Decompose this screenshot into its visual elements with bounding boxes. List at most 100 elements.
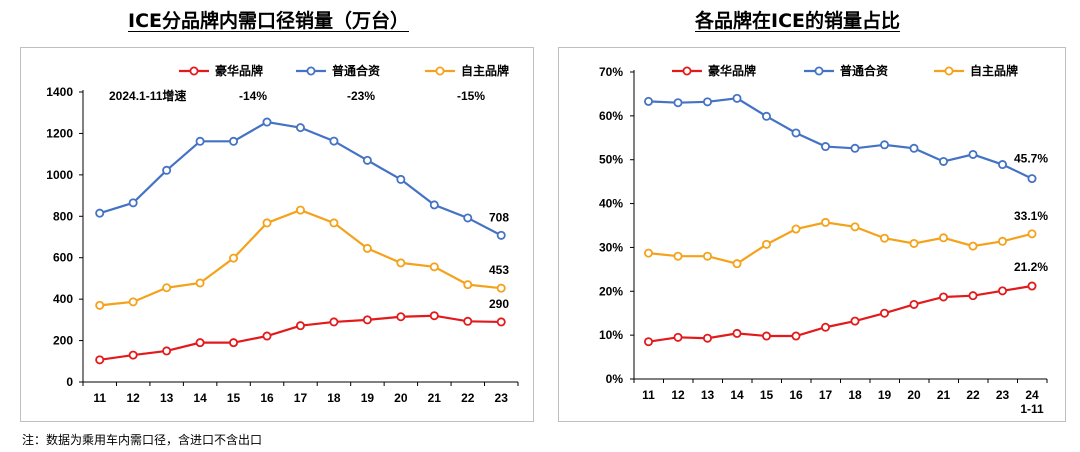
legend-swatch-marker: [814, 66, 824, 76]
data-point: [673, 98, 683, 108]
end-value-label: 21.2%: [1014, 260, 1048, 274]
y-tick-label: 1000: [46, 168, 73, 182]
legend-label: 自主品牌: [970, 63, 1018, 78]
x-tick-label: 12: [671, 388, 685, 402]
x-tick-label: 11: [93, 391, 106, 405]
data-point: [463, 316, 473, 326]
sales-volume-chart: 0 200 400 600 800 1000 1200 1400 11 12 13 14 15 16 17 1…: [46, 63, 519, 405]
data-point: [496, 283, 506, 293]
data-point: [195, 136, 205, 146]
legend-swatch-marker: [682, 66, 692, 76]
data-point: [162, 283, 172, 293]
end-value-label: 453: [489, 263, 509, 277]
data-point: [1027, 174, 1037, 184]
data-point: [463, 213, 473, 223]
data-point: [997, 286, 1007, 296]
data-point: [879, 140, 889, 150]
x-tick-label: 11: [642, 388, 655, 402]
data-point: [644, 337, 654, 347]
y-tick-label: 400: [53, 292, 73, 306]
y-tick-label: 70%: [599, 65, 623, 79]
data-point: [195, 338, 205, 348]
y-tick-label: 600: [53, 251, 73, 265]
sales-volume-chart-panel: 0 200 400 600 800 1000 1200 1400 11 12 13 14 15 16 17 1…: [20, 47, 534, 422]
data-point: [702, 97, 712, 107]
data-point: [195, 278, 205, 288]
data-point: [820, 142, 830, 152]
data-point: [128, 198, 138, 208]
data-point: [997, 236, 1007, 246]
x-tick-label: 12: [126, 391, 140, 405]
y-tick-label: 0%: [606, 372, 624, 386]
data-point: [820, 217, 830, 227]
data-point: [362, 315, 372, 325]
data-point: [95, 300, 105, 310]
x-tick-label: 20: [907, 388, 921, 402]
growth-annotation: -15%: [457, 89, 485, 103]
data-point: [732, 259, 742, 269]
data-point: [879, 308, 889, 318]
x-tick-label: 13: [701, 388, 715, 402]
data-point: [938, 233, 948, 243]
x-tick-label: 16: [789, 388, 803, 402]
data-point: [909, 143, 919, 153]
y-tick-label: 0: [66, 375, 73, 389]
data-point: [1027, 281, 1037, 291]
legend-swatch-marker: [944, 66, 954, 76]
y-tick-label: 1400: [46, 85, 73, 99]
data-point: [262, 331, 272, 341]
data-point: [262, 218, 272, 228]
legend-label: 豪华品牌: [215, 63, 263, 78]
data-point: [909, 238, 919, 248]
data-point: [229, 338, 239, 348]
y-tick-label: 800: [53, 209, 73, 223]
x-tick-label: 23: [996, 388, 1010, 402]
data-point: [128, 350, 138, 360]
x-tick-label: 17: [819, 388, 833, 402]
data-point: [879, 233, 889, 243]
end-value-label: 708: [489, 210, 509, 224]
x-tick-label: 18: [848, 388, 862, 402]
x-tick-label: 15: [760, 388, 774, 402]
data-point: [95, 355, 105, 365]
data-point: [396, 258, 406, 268]
x-tick-label: 18: [327, 391, 341, 405]
footnote: 注：数据为乘用车内需口径，含进口不含出口: [22, 433, 263, 447]
data-point: [295, 205, 305, 215]
x-tick-label: 22: [966, 388, 980, 402]
series-line-0: [648, 284, 1033, 343]
legend-swatch-marker: [435, 66, 445, 76]
data-point: [968, 149, 978, 159]
x-tick-label: 22: [461, 391, 475, 405]
y-tick-label: 30%: [599, 240, 623, 254]
x-tick-label: 19: [361, 391, 375, 405]
x-tick-label: 24 1-11: [1020, 388, 1044, 416]
data-point: [732, 93, 742, 103]
growth-annotation: -14%: [239, 89, 267, 103]
x-tick-label: 19: [878, 388, 892, 402]
data-point: [396, 174, 406, 184]
y-tick-label: 200: [53, 334, 73, 348]
x-tick-label: 14: [193, 391, 207, 405]
data-point: [429, 262, 439, 272]
x-tick-label: 16: [260, 391, 274, 405]
data-point: [429, 311, 439, 321]
data-point: [496, 230, 506, 240]
data-point: [997, 160, 1007, 170]
data-point: [850, 316, 860, 326]
data-point: [429, 200, 439, 210]
growth-annotation: 2024.1-11增速: [109, 88, 186, 103]
end-value-label: 290: [489, 297, 509, 311]
legend-swatch-marker: [306, 66, 316, 76]
data-point: [463, 280, 473, 290]
data-point: [295, 123, 305, 133]
data-point: [128, 297, 138, 307]
data-point: [162, 346, 172, 356]
data-point: [329, 218, 339, 228]
series-line-1: [99, 120, 502, 237]
data-point: [761, 111, 771, 121]
y-tick-label: 60%: [599, 109, 623, 123]
data-point: [938, 292, 948, 302]
data-point: [702, 333, 712, 343]
data-point: [791, 331, 801, 341]
